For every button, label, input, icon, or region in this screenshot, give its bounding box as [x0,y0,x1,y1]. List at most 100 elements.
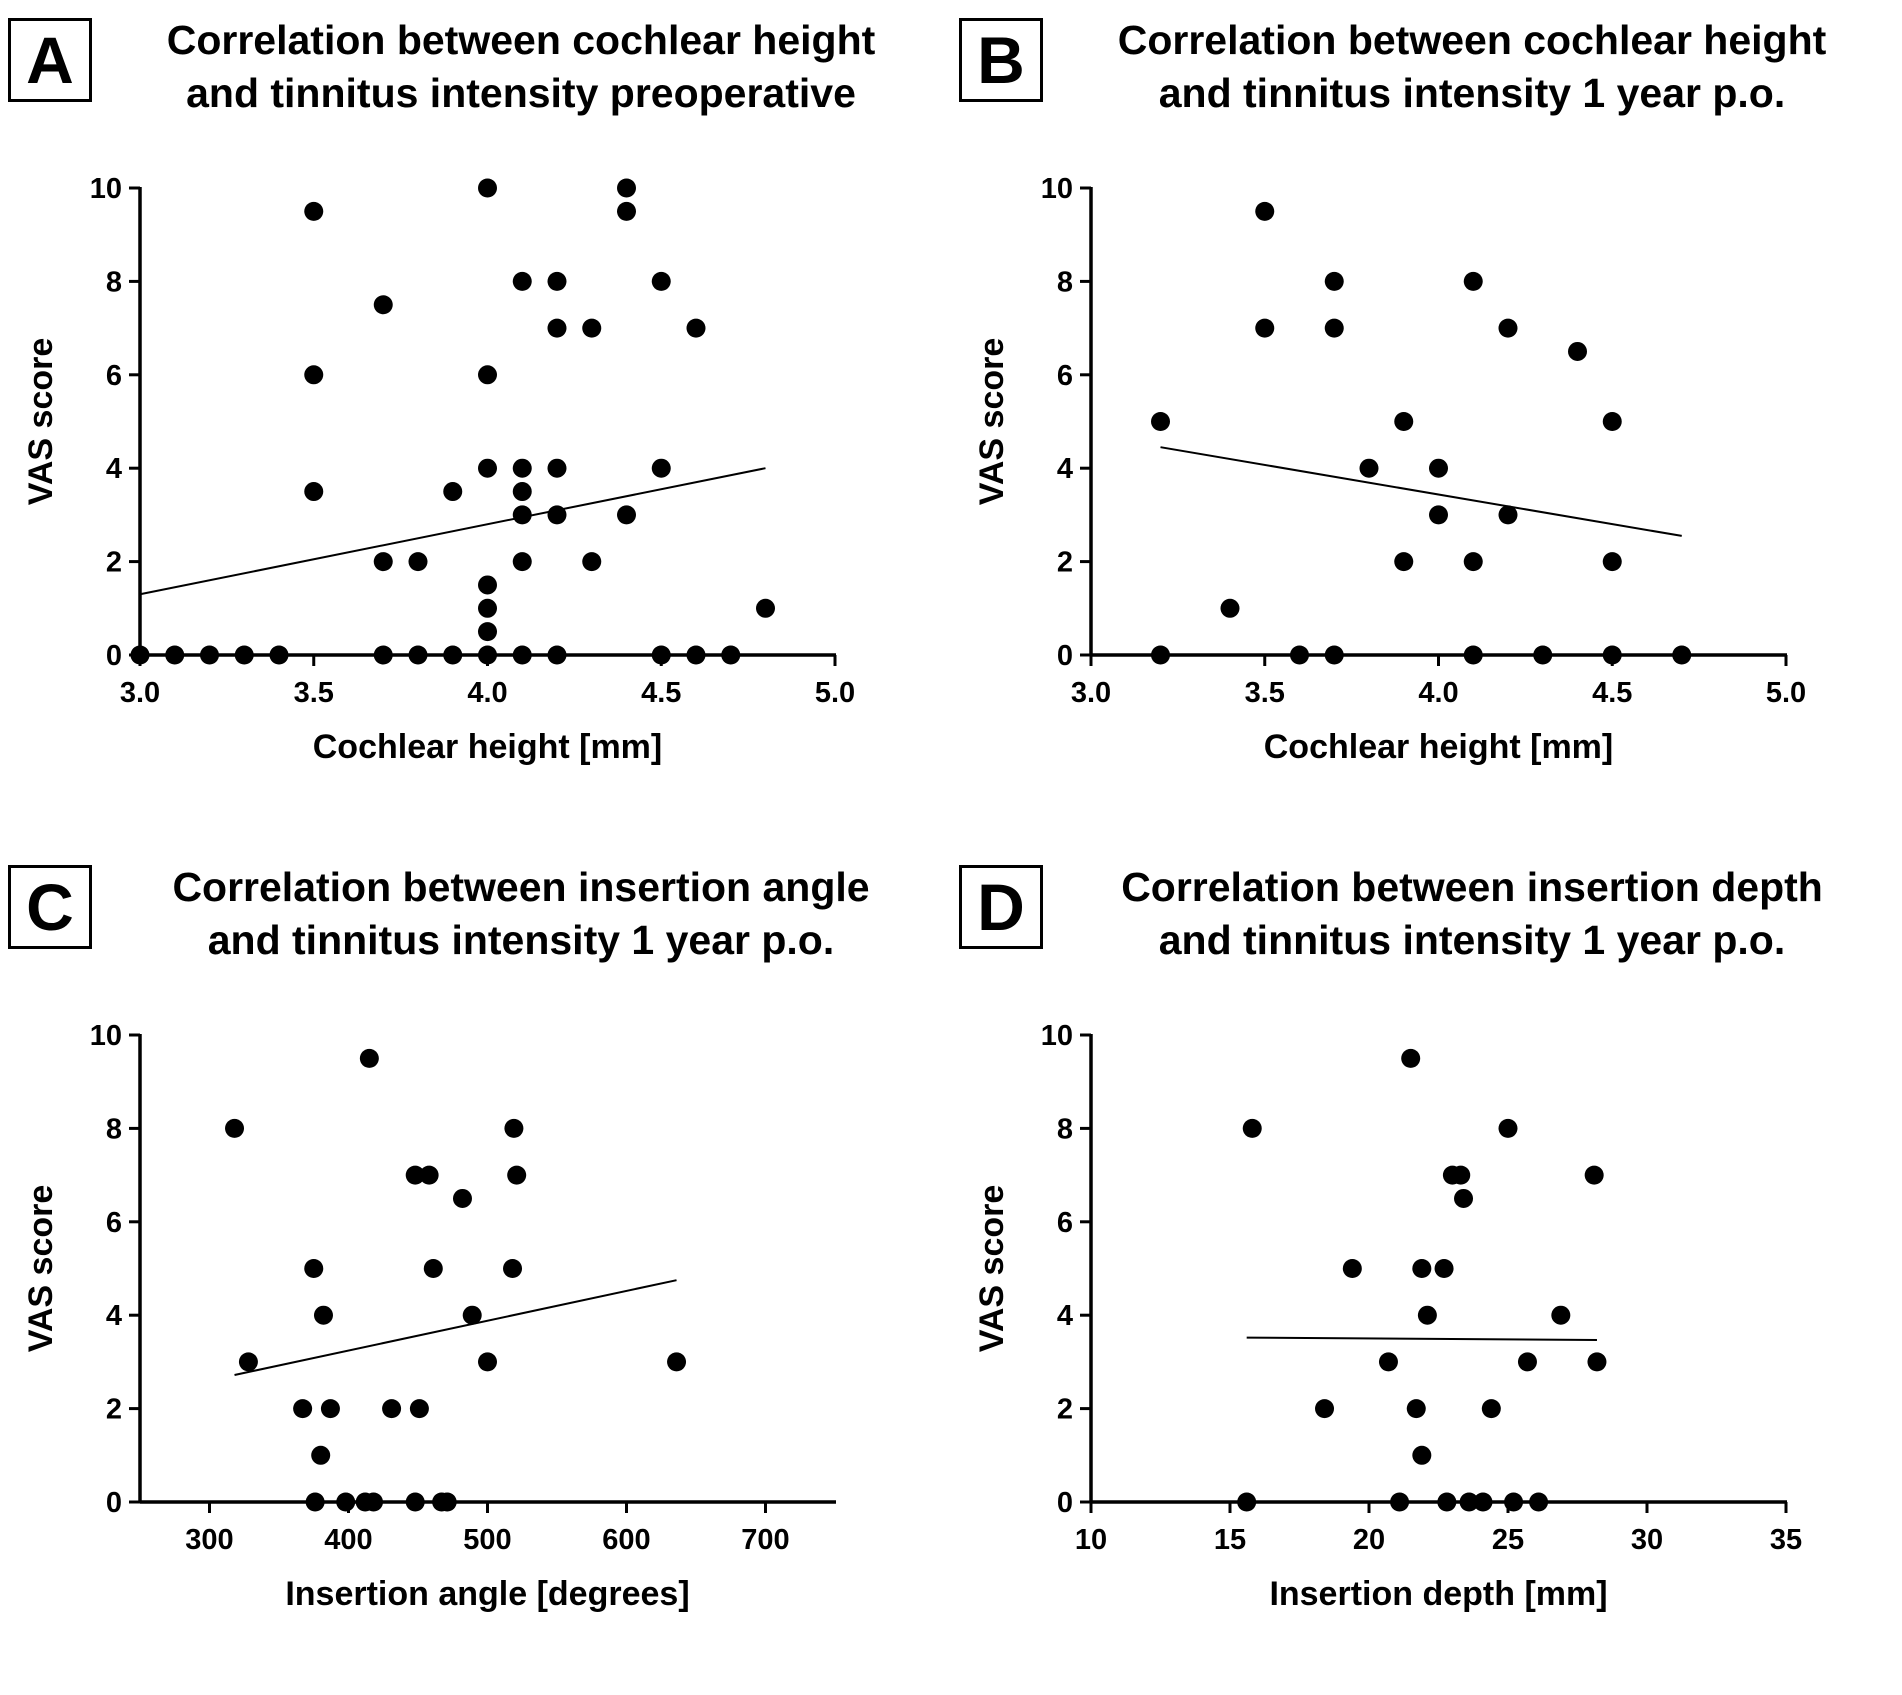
data-point [1602,552,1622,572]
data-point [1401,1048,1421,1068]
data-point [686,318,706,338]
data-point [617,505,636,525]
data-point [582,552,602,572]
panel-d: D Correlation between insertion depth an… [951,847,1902,1694]
x-axis-label: Cochlear height [mm] [1264,728,1613,766]
data-point [1504,1492,1524,1512]
chart-title-line-1: Correlation between cochlear height [166,17,876,63]
y-tick-label: 6 [1057,360,1073,392]
data-point [304,482,324,502]
data-point [1429,505,1448,525]
data-point [1151,645,1170,665]
x-tick-label: 300 [185,1524,233,1556]
data-point [478,598,497,618]
data-point [617,178,636,198]
chart-title: Correlation between cochlear height and … [1047,14,1897,121]
data-point [1290,645,1309,665]
data-point [408,645,428,665]
y-tick-label: 0 [1057,1487,1073,1519]
x-tick-label: 600 [602,1524,650,1556]
data-point [1533,645,1553,665]
y-tick-label: 4 [106,1300,122,1332]
data-point [582,318,602,338]
data-point [452,1188,472,1208]
regression-line [1246,1336,1597,1341]
data-point [1587,1352,1607,1372]
y-tick-label: 8 [106,266,122,298]
y-tick-label: 8 [106,1113,122,1145]
data-point [503,1259,523,1278]
data-point [130,645,150,665]
data-point [1517,1352,1537,1372]
data-point [1463,271,1483,291]
data-point [364,1492,384,1512]
data-point [686,645,706,665]
x-tick-label: 4.5 [641,677,681,709]
data-point [1434,1259,1454,1278]
data-point [504,1118,524,1138]
y-tick-label: 6 [106,1207,122,1239]
data-point [200,645,219,665]
data-point [1394,552,1414,572]
y-axis-label: VAS score [973,1185,1011,1353]
panel-letter: B [959,18,1043,102]
x-tick-label: 4.0 [1418,677,1458,709]
data-point [1324,318,1344,338]
data-point [373,295,393,315]
data-point [443,645,463,665]
data-point [1481,1399,1501,1419]
y-axis-label: VAS score [973,338,1011,506]
data-point [408,552,428,572]
y-axis-label: VAS score [22,1185,60,1353]
data-point [547,645,567,665]
data-point [478,645,497,665]
x-tick-label: 3.5 [1245,677,1285,709]
data-point [304,365,324,385]
data-point [382,1399,402,1419]
data-point [423,1259,443,1278]
y-tick-label: 4 [1057,1300,1073,1332]
data-point [419,1165,439,1185]
data-point [1568,341,1587,361]
chart-title-line-2: and tinnitus intensity 1 year p.o. [1158,917,1786,964]
data-point [1406,1399,1426,1419]
data-point [512,505,532,525]
data-point [1242,1118,1262,1138]
data-point [1473,1492,1493,1512]
y-tick-label: 4 [1057,453,1073,485]
panel-b: B Correlation between cochlear height an… [951,0,1902,847]
data-point [547,458,567,478]
data-point [1378,1352,1398,1372]
data-point [234,645,254,665]
data-point [1602,412,1622,431]
data-point [512,482,532,502]
regression-line [1160,446,1682,537]
x-tick-label: 15 [1214,1524,1246,1556]
y-tick-label: 10 [1041,173,1073,205]
data-point [617,201,636,221]
x-tick-label: 5.0 [1766,677,1806,709]
data-point [1498,1118,1518,1138]
y-axis-label: VAS score [22,338,60,506]
data-point [1429,458,1448,478]
y-tick-label: 8 [1057,1113,1073,1145]
data-point [304,201,324,221]
data-point [293,1399,313,1419]
chart-title: Correlation between cochlear height and … [96,14,946,121]
x-tick-label: 3.0 [1071,677,1111,709]
x-axis-label: Cochlear height [mm] [313,728,662,766]
data-point [512,458,532,478]
y-tick-label: 10 [90,173,122,205]
chart-title: Correlation between insertion angle and … [96,861,946,968]
y-tick-label: 10 [90,1020,122,1052]
x-tick-label: 3.5 [294,677,334,709]
data-point [478,1352,497,1372]
x-tick-label: 35 [1770,1524,1802,1556]
scatter-plot-b: 3.0 3.5 4.0 4.5 5.0 0 2 4 6 8 10 Cochlear height [m… [973,173,1806,766]
data-point [1237,1492,1257,1512]
data-point [1324,271,1344,291]
scatter-plot-d: 10 15 20 25 30 35 0 2 4 6 8 10 Insertion depth [mm] V… [973,1020,1802,1613]
x-tick-label: 500 [463,1524,511,1556]
data-point [547,505,567,525]
panel-letter: A [8,18,92,102]
